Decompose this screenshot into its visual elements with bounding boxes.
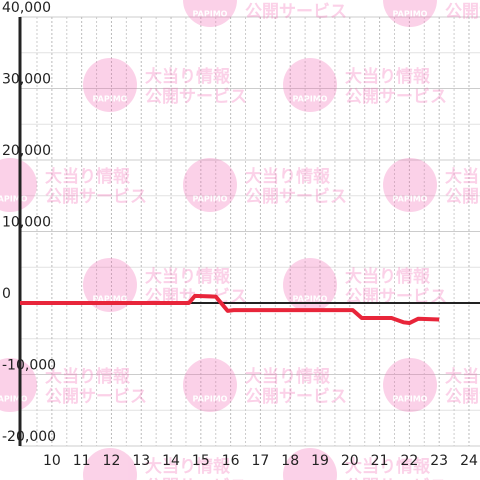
watermark-text: 大当り情報 — [145, 266, 231, 287]
watermark-logo-text: PAPIMO — [193, 10, 228, 19]
x-tick-label: 22 — [400, 453, 418, 469]
x-tick-label: 21 — [371, 453, 389, 469]
watermark-text: 大当り情報 — [445, 366, 480, 387]
x-tick-label: 23 — [430, 453, 448, 469]
watermark-logo-text: PAPIMO — [293, 295, 328, 304]
x-tick-label: 16 — [222, 453, 240, 469]
watermark-logo-text: PAPIMO — [293, 95, 328, 104]
watermark-logo-text: PAPIMO — [193, 395, 228, 404]
x-tick-label: 12 — [103, 453, 121, 469]
y-tick-label: 0 — [2, 286, 11, 302]
x-tick-label: 24 — [460, 453, 478, 469]
x-tick-label: 18 — [281, 453, 299, 469]
watermark-text: 公開サービス — [45, 187, 147, 207]
watermark-text: 公開サービス — [45, 387, 147, 407]
watermark-logo — [183, 158, 237, 212]
x-tick-label: 14 — [162, 453, 180, 469]
watermark-logo — [83, 58, 137, 112]
watermark-text: 大当り情報 — [345, 66, 431, 87]
watermark-text: 公開サービス — [245, 387, 347, 407]
watermark-text: 公開サービス — [145, 477, 247, 480]
x-tick-label: 13 — [132, 453, 150, 469]
y-tick-label: 20,000 — [2, 143, 51, 159]
watermark-logo — [283, 448, 337, 480]
y-tick-label: -20,000 — [2, 429, 56, 445]
watermark-text: 大当り情報 — [245, 166, 331, 187]
watermark-text: 公開サービス — [345, 87, 447, 107]
watermark-logo — [0, 358, 37, 412]
watermark-text: 公開サービス — [445, 387, 480, 407]
watermark-text: 大当り情報 — [145, 66, 231, 87]
watermark-logo-text: PAPIMO — [93, 295, 128, 304]
x-tick-label: 17 — [252, 453, 270, 469]
x-tick-label: 10 — [43, 453, 61, 469]
watermark-logo — [383, 358, 437, 412]
watermark-text: 大当り情報 — [445, 0, 480, 2]
watermark-text: 公開サービス — [145, 87, 247, 107]
y-tick-label: -10,000 — [2, 358, 56, 374]
watermark-logo — [0, 158, 37, 212]
watermark-logo — [83, 258, 137, 312]
watermark-text: 公開サービス — [345, 477, 447, 480]
watermark-text: 大当り情報 — [245, 366, 331, 387]
watermark-text: 公開サービス — [245, 2, 347, 22]
watermark-logo-text: PAPIMO — [393, 395, 428, 404]
y-tick-label: 10,000 — [2, 215, 51, 231]
watermark-logo — [83, 448, 137, 480]
watermark-text: 大当り情報 — [245, 0, 331, 2]
watermark-text: 大当り情報 — [145, 456, 231, 477]
watermark-text: 公開サービス — [445, 187, 480, 207]
watermark-logo-text: PAPIMO — [393, 10, 428, 19]
watermark-logo-text: PAPIMO — [0, 395, 28, 404]
y-tick-label: 40,000 — [2, 0, 51, 16]
watermark-logo — [283, 258, 337, 312]
x-tick-label: 19 — [311, 453, 329, 469]
watermark-logo-text: PAPIMO — [193, 195, 228, 204]
x-tick-label: 15 — [192, 453, 210, 469]
watermark-text: 公開サービス — [445, 2, 480, 22]
watermark-logo — [183, 358, 237, 412]
watermark-logo — [283, 58, 337, 112]
watermark-logo-text: PAPIMO — [0, 195, 28, 204]
watermark-logo — [183, 0, 237, 27]
watermark-logo — [383, 0, 437, 27]
watermark-text: 大当り情報 — [345, 456, 431, 477]
data-line — [20, 293, 440, 326]
watermark-logo-text: PAPIMO — [393, 195, 428, 204]
watermark-logo — [383, 158, 437, 212]
watermark-text: 大当り情報 — [45, 166, 131, 187]
watermark-text: 大当り情報 — [445, 166, 480, 187]
watermark-text: 大当り情報 — [45, 366, 131, 387]
watermark-logo-text: PAPIMO — [93, 95, 128, 104]
x-tick-label: 20 — [341, 453, 359, 469]
y-tick-label: 30,000 — [2, 72, 51, 88]
watermark-text: 大当り情報 — [345, 266, 431, 287]
watermark-text: 公開サービス — [245, 187, 347, 207]
x-tick-label: 11 — [73, 453, 91, 469]
